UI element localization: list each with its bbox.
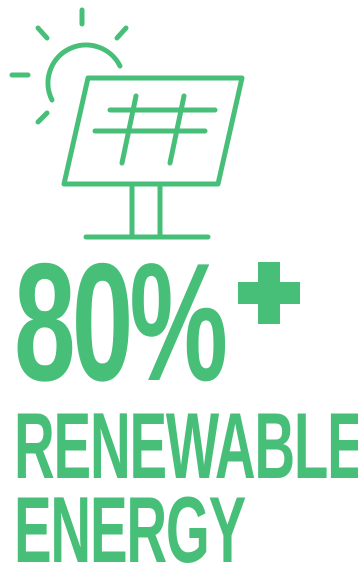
sun-icon <box>9 7 129 125</box>
stat-row: 80% <box>14 228 332 416</box>
label-line-2: ENERGY <box>14 477 246 582</box>
plus-icon: + <box>238 262 300 324</box>
sun-ray-lower-left <box>35 110 50 125</box>
solar-panel <box>61 75 245 240</box>
panel-cell-col-2 <box>167 93 187 166</box>
panel-cell-col-1 <box>119 93 139 166</box>
label-line-1: RENEWABLE <box>14 393 358 498</box>
sun-ray-upper-right <box>114 25 129 41</box>
solar-panel-with-sun-icon <box>9 7 245 240</box>
panel-frame <box>61 75 245 187</box>
sun-arc <box>45 42 123 103</box>
sun-ray-upper-left <box>35 25 50 41</box>
stat-value: 80% <box>14 228 228 416</box>
